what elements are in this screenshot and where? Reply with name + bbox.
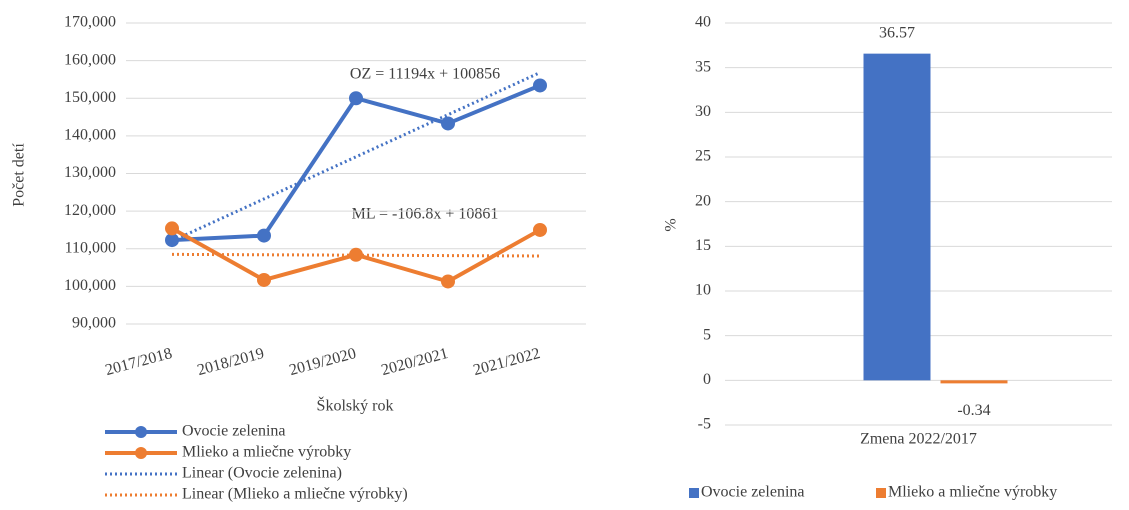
y-tick-label: -5 <box>698 416 711 433</box>
annotation: OZ = 11194x + 100856 <box>350 66 500 83</box>
y-tick-label: 10 <box>695 282 711 299</box>
x-tick-label: 2019/2020 <box>287 345 358 379</box>
legend-label: Linear (Mlieko a mliečne výrobky) <box>182 486 408 503</box>
y-tick-label: 110,000 <box>65 239 116 256</box>
y-axis-title: Počet detí <box>11 143 28 207</box>
y-tick-label: 30 <box>695 103 711 120</box>
legend-swatch <box>876 488 886 498</box>
legend-label: Linear (Ovocie zelenina) <box>182 465 342 482</box>
marker <box>349 247 363 262</box>
legend-marker <box>135 447 147 459</box>
y-tick-label: 150,000 <box>64 89 116 106</box>
y-tick-label: 15 <box>695 237 711 254</box>
marker <box>257 272 271 287</box>
data-label: 36.57 <box>879 24 915 41</box>
y-tick-label: 25 <box>695 148 711 165</box>
marker <box>349 91 363 106</box>
legend-label: Ovocie zelenina <box>182 423 286 440</box>
legend-label: Mlieko a mliečne výrobky <box>888 484 1057 501</box>
y-tick-label: 20 <box>695 192 711 209</box>
x-tick-label: 2020/2021 <box>379 345 450 379</box>
y-tick-label: 130,000 <box>64 164 116 181</box>
trend-line <box>171 252 541 258</box>
y-tick-label: 35 <box>695 58 711 75</box>
marker <box>533 78 547 93</box>
marker <box>165 233 179 248</box>
marker <box>533 222 547 237</box>
y-tick-label: 0 <box>703 371 711 388</box>
marker <box>441 274 455 289</box>
y-tick-label: 40 <box>695 14 711 31</box>
marker <box>165 221 179 236</box>
annotation: ML = -106.8x + 10861 <box>352 206 499 223</box>
y-tick-label: 100,000 <box>64 277 116 294</box>
x-tick-label: 2021/2022 <box>471 345 542 379</box>
y-axis-title: % <box>663 218 680 231</box>
legend-swatch <box>689 488 699 498</box>
bar <box>940 380 1008 384</box>
legend-label: Mlieko a mliečne výrobky <box>182 444 351 461</box>
marker <box>257 228 271 243</box>
data-label: -0.34 <box>957 402 990 419</box>
y-tick-label: 5 <box>703 326 711 343</box>
legend-label: Ovocie zelenina <box>701 484 805 501</box>
y-tick-label: 160,000 <box>64 51 116 68</box>
x-tick-label: Zmena 2022/2017 <box>860 431 977 448</box>
marker <box>441 116 455 131</box>
y-tick-label: 120,000 <box>64 202 116 219</box>
x-tick-label: 2017/2018 <box>103 345 174 379</box>
legend-marker <box>135 426 147 438</box>
y-tick-label: 140,000 <box>64 127 116 144</box>
x-tick-label: 2018/2019 <box>195 345 266 379</box>
bar <box>863 53 931 381</box>
x-axis-title: Školský rok <box>317 396 394 415</box>
y-tick-label: 170,000 <box>64 14 116 31</box>
y-tick-label: 90,000 <box>72 315 116 332</box>
